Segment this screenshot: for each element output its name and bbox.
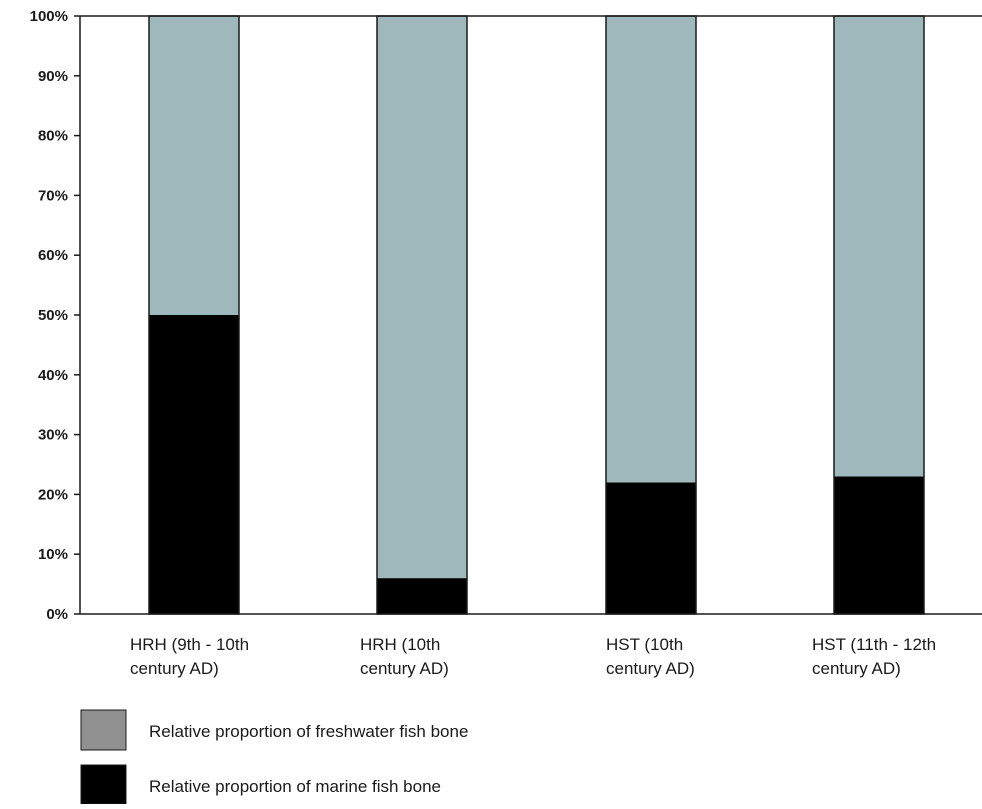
freshwater-bar-segment-4 [834,16,924,477]
legend-label-marine: Relative proportion of marine fish bone [149,777,441,796]
y-tick-label: 80% [38,128,68,145]
marine-bar-segment-1 [149,315,239,614]
marine-bar-segment-4 [834,476,924,614]
y-tick-label: 20% [38,486,68,503]
y-axis-ticks: 0% 10% 20% 30% 40% 50% 60% 70% 80% 90% 100% [30,8,80,623]
freshwater-bar-segment-1 [149,16,239,315]
legend-swatch-marine [80,764,127,805]
freshwater-bar-segment-3 [606,16,696,483]
y-tick-label: 0% [46,606,68,623]
marine-bar-segment-3 [606,482,696,614]
y-tick-label: 60% [38,247,68,264]
bars [148,15,925,615]
legend-label-freshwater: Relative proportion of freshwater fish b… [149,722,468,741]
y-tick-label: 40% [38,367,68,384]
marine-bar-segment-2 [377,578,467,614]
x-category-label: HRH (10th century AD) [360,635,449,678]
y-tick-label: 10% [38,546,68,563]
plot-area: 0% 10% 20% 30% 40% 50% 60% 70% 80% 90% 100% HRH (9… [30,8,982,678]
y-tick-label: 70% [38,187,68,204]
y-tick-label: 90% [38,68,68,85]
x-category-label: HST (11th - 12th century AD) [812,635,936,678]
freshwater-bar-segment-2 [377,16,467,579]
x-axis-labels: HRH (9th - 10th century AD) HRH (10th centu… [130,635,936,678]
legend: Relative proportion of freshwater fish b… [80,709,468,805]
y-tick-label: 50% [38,307,68,324]
x-category-label: HST (10th century AD) [606,635,695,678]
legend-swatch-freshwater [80,709,127,751]
y-tick-label: 30% [38,427,68,444]
x-category-label: HRH (9th - 10th century AD) [130,635,249,678]
y-tick-label: 100% [30,8,68,25]
